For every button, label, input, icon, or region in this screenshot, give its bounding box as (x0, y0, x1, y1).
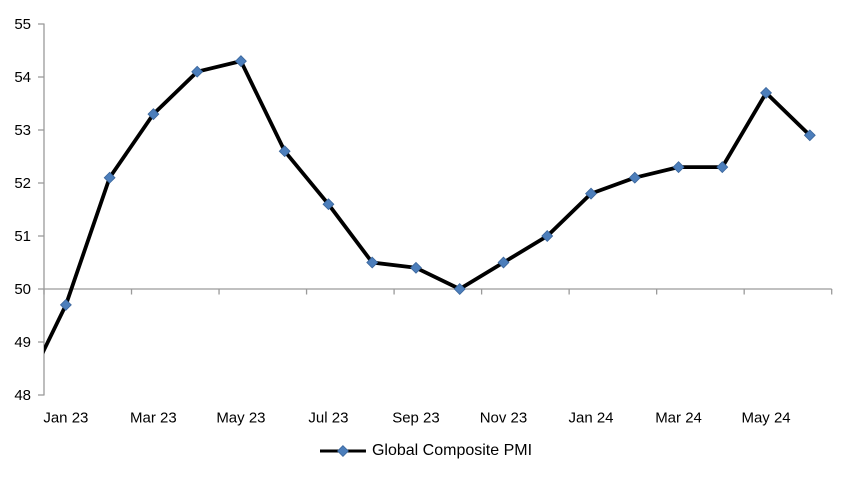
data-point-marker (672, 161, 685, 174)
data-point-marker (803, 129, 816, 142)
x-axis-label: May 24 (741, 410, 790, 427)
x-axis-label: May 23 (216, 410, 265, 427)
y-axis-label: 52 (14, 175, 31, 192)
data-point-marker (410, 261, 422, 274)
data-point-marker (453, 283, 466, 295)
data-point-marker (585, 187, 597, 200)
data-point-marker (234, 55, 247, 68)
data-point-marker (103, 171, 116, 184)
legend-diamond-marker-icon (337, 445, 349, 457)
legend-label: Global Composite PMI (371, 442, 533, 459)
series-global-composite-pmi (44, 55, 816, 355)
y-axis-label: 50 (14, 281, 31, 298)
data-point-marker (716, 161, 729, 174)
y-axis-label: 51 (14, 228, 31, 245)
x-axis-label: Mar 24 (655, 410, 702, 427)
x-axis-label: Jan 23 (43, 410, 88, 427)
y-axis-label: 55 (14, 16, 31, 33)
data-point-marker (628, 171, 641, 184)
data-point-marker (366, 256, 379, 269)
chart-legend: Global Composite PMI (319, 442, 533, 460)
data-point-marker (760, 86, 773, 99)
data-point-marker (278, 145, 291, 158)
x-axis-label: Sep 23 (392, 410, 440, 427)
y-axis-label: 48 (14, 387, 31, 404)
x-axis-label: Nov 23 (480, 410, 528, 427)
y-axis-label: 54 (14, 69, 31, 86)
series-line (44, 59, 812, 355)
data-point-marker (59, 298, 72, 311)
x-axis-label: Jan 24 (568, 410, 613, 427)
x-axis-label: Mar 23 (130, 410, 177, 427)
data-point-marker (191, 65, 204, 78)
data-point-marker (541, 230, 554, 242)
y-axis-label: 49 (14, 334, 31, 351)
data-point-marker (147, 108, 160, 121)
legend-line-marker-icon (319, 445, 366, 457)
data-point-marker (322, 198, 335, 211)
y-axis-label: 53 (14, 122, 31, 139)
x-axis-label: Jul 23 (308, 410, 348, 427)
data-point-marker (497, 256, 510, 269)
